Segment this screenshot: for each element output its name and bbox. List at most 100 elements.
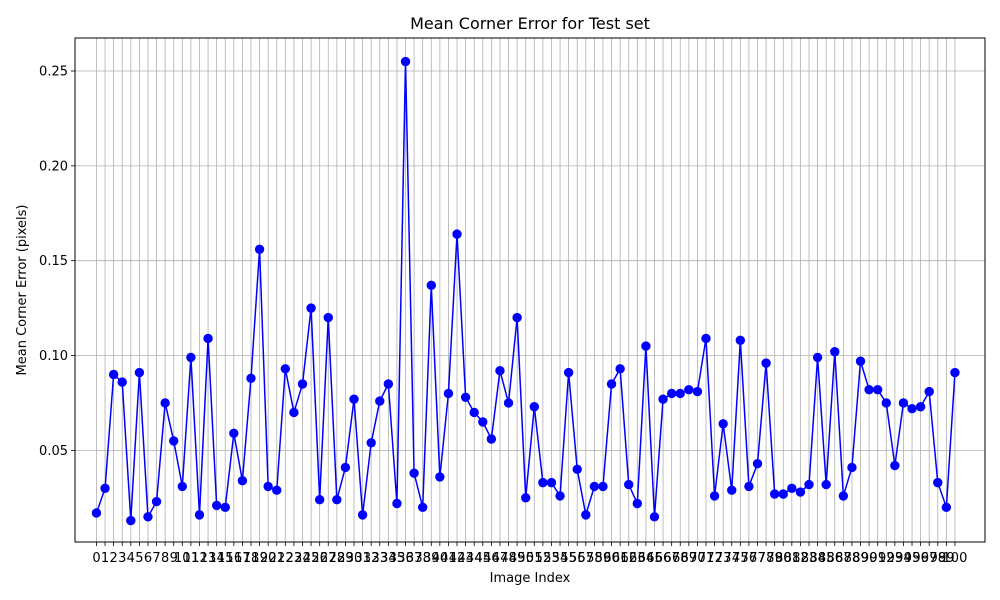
x-tick-label: 21 <box>268 551 285 566</box>
x-tick-label: 33 <box>371 551 388 566</box>
x-tick-label: 7 <box>152 551 160 566</box>
data-point <box>203 333 213 344</box>
data-point <box>624 479 634 490</box>
data-point <box>194 510 205 520</box>
x-tick-label: 73 <box>715 551 732 566</box>
x-tick-label: 12 <box>191 551 208 566</box>
plot-frame <box>74 37 986 543</box>
data-point <box>606 379 617 389</box>
x-tick-label: 59 <box>595 551 612 566</box>
data-point <box>847 462 857 473</box>
data-point <box>727 485 737 495</box>
data-point <box>907 403 917 414</box>
data-point <box>297 379 308 389</box>
data-point <box>838 491 849 501</box>
data-point <box>512 312 522 323</box>
data-point <box>684 384 694 395</box>
data-point <box>349 394 359 404</box>
data-point <box>91 508 102 518</box>
x-tick-label: 77 <box>749 551 766 566</box>
data-point <box>855 356 866 366</box>
x-tick-label: 22 <box>277 551 294 566</box>
x-tick-label: 71 <box>698 551 715 566</box>
data-point <box>521 493 531 503</box>
data-point <box>658 394 668 404</box>
x-tick-label: 17 <box>234 551 251 566</box>
data-point <box>538 477 548 488</box>
x-tick-label: 72 <box>706 551 723 566</box>
x-tick-label: 80 <box>775 551 792 566</box>
x-tick-label: 90 <box>861 551 878 566</box>
x-tick-label: 57 <box>578 551 595 566</box>
x-tick-label: 9 <box>170 551 178 566</box>
data-point <box>220 502 230 512</box>
data-point <box>563 367 574 378</box>
data-point <box>830 347 840 357</box>
x-tick-label: 97 <box>921 551 938 566</box>
x-tick-label: 61 <box>612 551 629 566</box>
data-point <box>169 436 179 446</box>
x-tick-label: 13 <box>200 551 217 566</box>
data-point <box>812 352 823 363</box>
data-point <box>692 386 703 397</box>
data-point <box>186 352 196 363</box>
x-tick-label: 53 <box>543 551 560 566</box>
data-point <box>933 477 943 488</box>
x-tick-label: 62 <box>620 551 637 566</box>
data-point <box>357 510 368 520</box>
x-tick-label: 2 <box>109 551 117 566</box>
x-tick-label: 29 <box>337 551 354 566</box>
data-point <box>400 56 411 67</box>
data-point <box>581 510 591 520</box>
x-tick-label: 68 <box>672 551 689 566</box>
data-point <box>615 364 625 374</box>
chart-title: Mean Corner Error for Test set <box>410 14 650 33</box>
data-point <box>761 358 771 368</box>
x-tick-label: 66 <box>655 551 672 566</box>
data-point <box>134 367 145 378</box>
data-point <box>340 462 351 473</box>
data-point <box>769 489 780 499</box>
x-tick-label: 3 <box>118 551 126 566</box>
x-tick-label: 89 <box>852 551 869 566</box>
data-point <box>778 489 788 499</box>
data-point <box>435 472 445 482</box>
data-point <box>864 384 874 395</box>
x-tick-label: 18 <box>243 551 260 566</box>
data-point <box>924 386 934 397</box>
y-tick-label: 0.20 <box>39 159 68 174</box>
data-point <box>495 366 505 376</box>
data-point <box>151 496 162 507</box>
x-tick-label: 100 <box>943 551 968 566</box>
data-point <box>589 481 600 492</box>
x-tick-label: 37 <box>406 551 423 566</box>
x-tick-label: 81 <box>784 551 801 566</box>
y-axis: 0.05 0.10 0.15 0.20 0.25 <box>39 65 75 459</box>
x-tick-label: 30 <box>346 551 363 566</box>
x-tick-label: 35 <box>389 551 406 566</box>
x-tick-label: 79 <box>766 551 783 566</box>
x-tick-label: 78 <box>758 551 775 566</box>
x-tick-label: 92 <box>878 551 895 566</box>
x-tick-label: 36 <box>397 551 414 566</box>
x-tick-label: 31 <box>354 551 371 566</box>
data-point <box>460 392 471 402</box>
data-point <box>821 479 831 490</box>
data-point <box>598 481 608 492</box>
x-tick-label: 38 <box>414 551 431 566</box>
data-point <box>443 388 454 399</box>
data-point <box>641 341 651 351</box>
x-tick-label: 63 <box>629 551 646 566</box>
data-point <box>280 364 291 374</box>
x-tick-label: 15 <box>217 551 234 566</box>
x-tick-label: 42 <box>449 551 466 566</box>
x-tick-label: 41 <box>440 551 457 566</box>
x-tick-label: 56 <box>569 551 586 566</box>
data-point <box>332 494 342 505</box>
x-tick-label: 16 <box>226 551 243 566</box>
data-point <box>546 477 557 488</box>
x-tick-label: 40 <box>432 551 449 566</box>
x-tick-label: 8 <box>161 551 169 566</box>
data-point <box>666 388 677 399</box>
